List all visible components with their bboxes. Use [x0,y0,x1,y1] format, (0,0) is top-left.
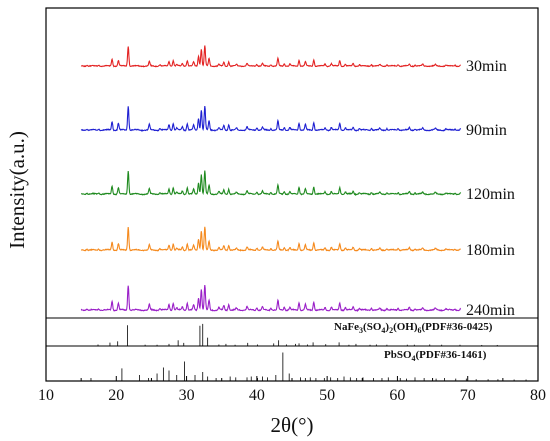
y-axis-title: Intensity(a.u.) [5,131,29,249]
x-tick-label-2: 30 [179,387,195,404]
series-line-90min [80,106,461,132]
series-labels: 30min 90min 120min 180min 240min [466,58,515,319]
series-label-240min: 240min [466,302,515,319]
series-line-240min [80,285,462,312]
reference-patterns [90,323,527,381]
series-line-120min [80,170,462,196]
x-tick-label-5: 60 [389,387,405,404]
x-tick-label-4: 50 [319,387,335,404]
x-tick-label-6: 70 [460,387,476,404]
x-tick-label-7: 80 [530,387,546,404]
x-tick-label-1: 20 [108,387,124,404]
x-axis-title: 2θ(°) [271,413,314,437]
series-line-180min [80,226,461,252]
series-traces [80,45,462,312]
series-label-120min: 120min [466,186,515,203]
series-label-30min: 30min [466,58,507,75]
series-label-180min: 180min [466,242,515,259]
series-label-90min: 90min [466,122,507,139]
ref1-label: NaFe3(SO4)2(OH)6(PDF#36-0425) [334,321,493,335]
x-tick-label-3: 40 [249,387,265,404]
x-axis: 10 20 30 40 50 60 70 80 [38,376,546,404]
x-tick-label-0: 10 [38,387,54,404]
series-line-30min [80,45,461,68]
ref2-label: PbSO4(PDF#36-1461) [384,349,487,363]
